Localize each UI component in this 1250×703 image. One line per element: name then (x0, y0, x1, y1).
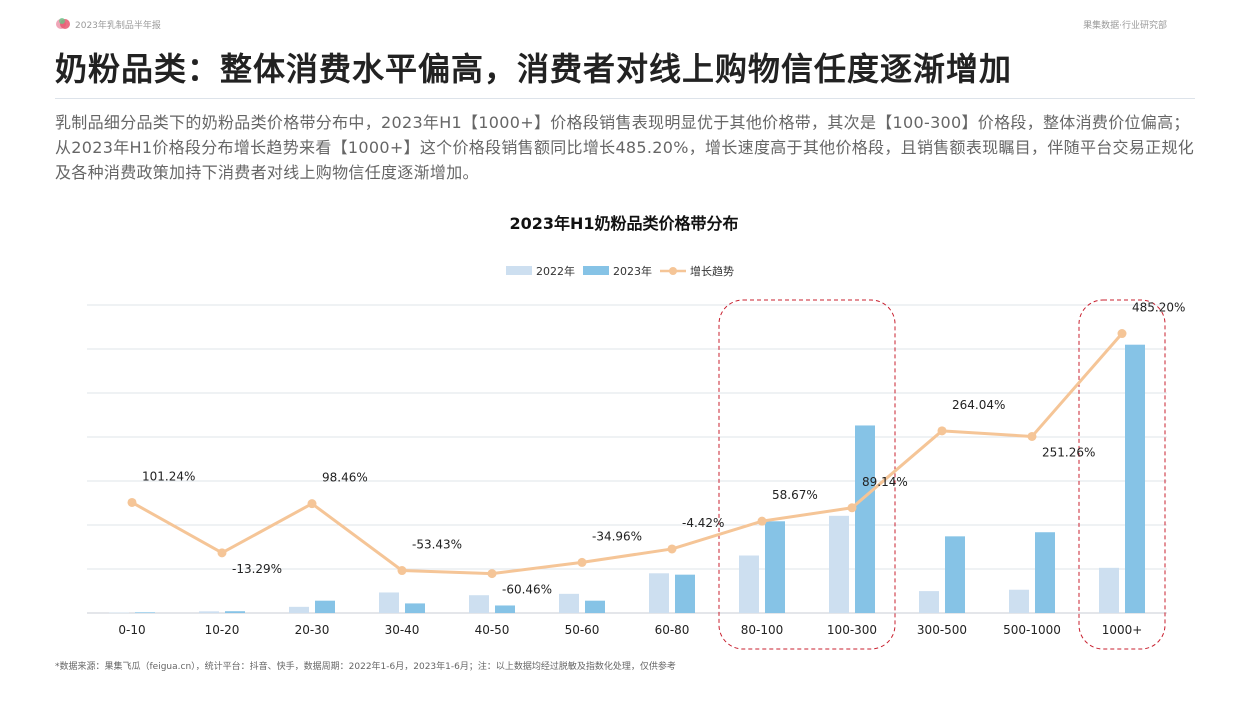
bar-2023年-0-10 (135, 612, 155, 613)
trend-label-80-100: 58.67% (772, 488, 818, 502)
bar-2023年-300-500 (945, 536, 965, 613)
bar-2023年-20-30 (315, 600, 335, 613)
top-bar: 2023年乳制品半年报 果集数据·行业研究部 (55, 17, 1195, 31)
trend-label-50-60: -34.96% (592, 529, 642, 543)
bar-2022年-100-300 (829, 515, 849, 613)
bar-2023年-1000+ (1125, 344, 1145, 613)
trend-label-100-300: 89.14% (862, 475, 908, 489)
trend-point-100-300 (847, 503, 857, 513)
x-tick-label-0-10: 0-10 (118, 623, 145, 637)
trend-label-40-50: -60.46% (502, 583, 552, 597)
x-tick-label-500-1000: 500-1000 (1003, 623, 1061, 637)
trend-series: 101.24% -13.29% 98.46% -53.43% -60.46% -34.96… (127, 301, 1185, 597)
trend-label-300-500: 264.04% (952, 398, 1005, 412)
bar-2022年-20-30 (289, 606, 309, 613)
x-tick-label-20-30: 20-30 (295, 623, 330, 637)
trend-label-20-30: 98.46% (322, 471, 368, 485)
legend-label-2023: 2023年 (613, 264, 652, 278)
trend-label-500-1000: 251.26% (1042, 445, 1095, 459)
legend-trend-marker (669, 267, 677, 275)
bar-2022年-50-60 (559, 593, 579, 613)
x-tick-label-50-60: 50-60 (565, 623, 600, 637)
legend-swatch-2022 (506, 266, 532, 275)
x-tick-label-10-20: 10-20 (205, 623, 240, 637)
bar-series (109, 344, 1145, 614)
bar-2023年-40-50 (495, 605, 515, 613)
x-tick-label-100-300: 100-300 (827, 623, 877, 637)
trend-point-40-50 (487, 569, 497, 579)
bar-2022年-30-40 (379, 592, 399, 613)
trend-label-60-80: -4.42% (682, 516, 724, 530)
bar-2022年-1000+ (1099, 567, 1119, 613)
bar-2022年-10-20 (199, 611, 219, 613)
highlight-boxes (718, 299, 1166, 650)
brand-logo-icon (56, 18, 70, 29)
trend-label-10-20: -13.29% (232, 562, 282, 576)
legend-label-trend: 增长趋势 (690, 264, 734, 278)
bar-2022年-500-1000 (1009, 589, 1029, 613)
report-name: 2023年乳制品半年报 (75, 21, 161, 31)
bar-2023年-30-40 (405, 603, 425, 613)
bar-2022年-300-500 (919, 591, 939, 613)
highlight-box-1 (718, 299, 896, 650)
legend-label-2022: 2022年 (536, 264, 575, 278)
trend-point-80-100 (757, 516, 767, 526)
trend-line (131, 332, 1124, 576)
legend-swatch-2023 (583, 266, 609, 275)
trend-label-30-40: -53.43% (412, 538, 462, 552)
trend-label-0-10: 101.24% (142, 469, 195, 483)
trend-point-20-30 (307, 499, 317, 509)
bar-2023年-60-80 (675, 574, 695, 613)
footnote: *数据来源：果集飞瓜（feigua.cn），统计平台：抖音、快手，数据周期：20… (55, 662, 676, 672)
trend-point-60-80 (667, 544, 677, 554)
x-tick-label-300-500: 300-500 (917, 623, 967, 637)
trend-point-500-1000 (1027, 431, 1037, 441)
trend-point-30-40 (397, 566, 407, 576)
trend-point-300-500 (937, 426, 947, 436)
x-tick-label-80-100: 80-100 (741, 623, 784, 637)
trend-point-1000+ (1117, 329, 1127, 339)
trend-label-1000+: 485.20% (1132, 301, 1185, 315)
x-axis-labels: 0-10 10-20 20-30 30-40 40-50 50-60 60-80 80-100… (118, 623, 1142, 637)
price-band-chart: 2023年H1奶粉品类价格带分布 2022年 2023年 增长趋势 101.24… (87, 214, 1185, 650)
brand-label: 果集数据·行业研究部 (1083, 21, 1167, 31)
page-title: 奶粉品类：整体消费水平偏高，消费者对线上购物信任度逐渐增加 (55, 50, 1013, 88)
bar-2022年-40-50 (469, 595, 489, 613)
bar-2023年-100-300 (855, 425, 875, 613)
bar-2023年-50-60 (585, 600, 605, 613)
bar-2022年-80-100 (739, 555, 759, 613)
x-tick-label-30-40: 30-40 (385, 623, 420, 637)
x-tick-label-60-80: 60-80 (655, 623, 690, 637)
chart-title: 2023年H1奶粉品类价格带分布 (509, 214, 738, 233)
x-tick-label-1000+: 1000+ (1102, 623, 1143, 637)
bar-2022年-60-80 (649, 573, 669, 613)
summary-text: 乳制品细分品类下的奶粉品类价格带分布中，2023年H1【1000+】价格段销售表… (55, 113, 1195, 182)
x-tick-label-40-50: 40-50 (475, 623, 510, 637)
bar-2023年-10-20 (225, 611, 245, 613)
title-divider (55, 98, 1195, 99)
trend-point-50-60 (577, 557, 587, 567)
grid-lines (87, 304, 1167, 614)
chart-legend: 2022年 2023年 增长趋势 (506, 264, 734, 278)
bar-2023年-500-1000 (1035, 532, 1055, 613)
bar-2023年-80-100 (765, 521, 785, 613)
bar-2022年-0-10 (109, 612, 129, 614)
highlight-box-2 (1078, 299, 1166, 650)
trend-point-0-10 (127, 497, 137, 507)
trend-point-10-20 (217, 548, 227, 558)
